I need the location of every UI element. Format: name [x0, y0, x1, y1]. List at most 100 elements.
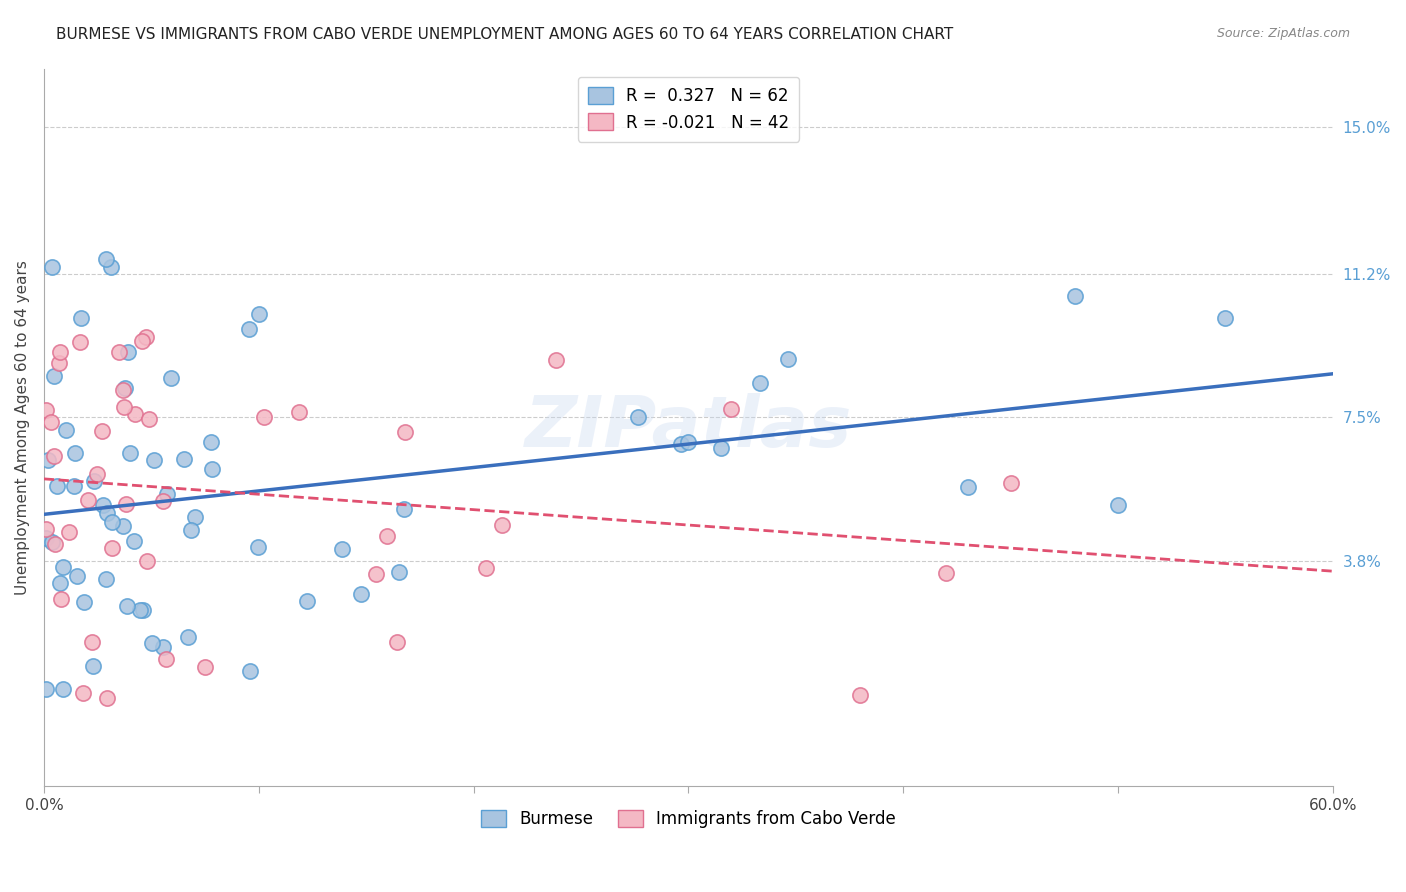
Immigrants from Cabo Verde [49, 591, 72, 606]
Burmese [200, 435, 222, 450]
Immigrants from Cabo Verde [80, 634, 103, 648]
Burmese [177, 630, 200, 644]
Immigrants from Cabo Verde [131, 334, 153, 348]
Burmese [91, 499, 114, 513]
Burmese [96, 506, 118, 520]
Burmese [55, 423, 77, 437]
Immigrants from Cabo Verde [253, 410, 276, 425]
Immigrants from Cabo Verde [48, 344, 70, 359]
Immigrants from Cabo Verde [96, 691, 118, 706]
Immigrants from Cabo Verde [90, 424, 112, 438]
Burmese [678, 435, 700, 450]
Burmese [350, 587, 373, 601]
Burmese [122, 534, 145, 549]
Burmese [129, 603, 152, 617]
Immigrants from Cabo Verde [152, 494, 174, 508]
Text: BURMESE VS IMMIGRANTS FROM CABO VERDE UNEMPLOYMENT AMONG AGES 60 TO 64 YEARS COR: BURMESE VS IMMIGRANTS FROM CABO VERDE UN… [56, 27, 953, 42]
Immigrants from Cabo Verde [394, 425, 416, 439]
Immigrants from Cabo Verde [155, 652, 177, 666]
Burmese [1107, 498, 1129, 512]
Burmese [297, 593, 319, 607]
Burmese [41, 260, 63, 274]
Immigrants from Cabo Verde [44, 449, 66, 463]
Burmese [115, 599, 138, 613]
Burmese [627, 409, 650, 424]
Immigrants from Cabo Verde [475, 560, 498, 574]
Burmese [70, 310, 93, 325]
Immigrants from Cabo Verde [44, 537, 66, 551]
Immigrants from Cabo Verde [77, 492, 100, 507]
Immigrants from Cabo Verde [193, 660, 215, 674]
Burmese [132, 603, 155, 617]
Immigrants from Cabo Verde [375, 529, 398, 543]
Immigrants from Cabo Verde [136, 554, 159, 568]
Burmese [238, 665, 260, 679]
Immigrants from Cabo Verde [1000, 475, 1022, 490]
Text: ZIPatlas: ZIPatlas [524, 392, 852, 462]
Burmese [49, 576, 72, 591]
Burmese [41, 535, 63, 549]
Burmese [82, 658, 104, 673]
Burmese [37, 452, 59, 467]
Burmese [247, 307, 270, 321]
Immigrants from Cabo Verde [48, 356, 70, 370]
Immigrants from Cabo Verde [72, 686, 94, 700]
Burmese [156, 487, 179, 501]
Burmese [117, 345, 139, 359]
Immigrants from Cabo Verde [385, 635, 408, 649]
Burmese [184, 510, 207, 524]
Burmese [152, 640, 174, 654]
Immigrants from Cabo Verde [935, 566, 957, 580]
Immigrants from Cabo Verde [491, 517, 513, 532]
Burmese [141, 635, 163, 649]
Immigrants from Cabo Verde [58, 524, 80, 539]
Immigrants from Cabo Verde [115, 497, 138, 511]
Immigrants from Cabo Verde [112, 400, 135, 414]
Immigrants from Cabo Verde [124, 407, 146, 421]
Burmese [173, 451, 195, 466]
Burmese [63, 446, 86, 460]
Immigrants from Cabo Verde [107, 344, 129, 359]
Burmese [94, 252, 117, 266]
Burmese [748, 376, 770, 391]
Immigrants from Cabo Verde [69, 334, 91, 349]
Burmese [238, 322, 260, 336]
Burmese [62, 479, 84, 493]
Immigrants from Cabo Verde [720, 401, 742, 416]
Immigrants from Cabo Verde [86, 467, 108, 481]
Burmese [330, 542, 353, 557]
Burmese [94, 572, 117, 586]
Immigrants from Cabo Verde [288, 405, 311, 419]
Burmese [669, 437, 692, 451]
Burmese [35, 681, 58, 696]
Burmese [142, 452, 165, 467]
Burmese [394, 502, 416, 516]
Burmese [52, 560, 75, 574]
Burmese [710, 442, 733, 456]
Legend: Burmese, Immigrants from Cabo Verde: Burmese, Immigrants from Cabo Verde [474, 804, 903, 835]
Burmese [388, 565, 411, 579]
Y-axis label: Unemployment Among Ages 60 to 64 years: Unemployment Among Ages 60 to 64 years [15, 260, 30, 595]
Burmese [66, 569, 89, 583]
Burmese [52, 681, 75, 696]
Burmese [111, 518, 134, 533]
Immigrants from Cabo Verde [364, 567, 387, 582]
Immigrants from Cabo Verde [35, 403, 58, 417]
Burmese [35, 532, 58, 546]
Burmese [180, 523, 202, 537]
Immigrants from Cabo Verde [111, 384, 134, 398]
Burmese [956, 480, 979, 494]
Burmese [200, 462, 222, 476]
Burmese [159, 371, 181, 385]
Immigrants from Cabo Verde [135, 330, 157, 344]
Burmese [1064, 289, 1087, 303]
Immigrants from Cabo Verde [138, 412, 160, 426]
Burmese [1215, 311, 1237, 326]
Immigrants from Cabo Verde [544, 353, 567, 368]
Burmese [776, 352, 799, 367]
Burmese [101, 515, 124, 529]
Burmese [114, 381, 136, 395]
Burmese [83, 474, 105, 488]
Burmese [246, 540, 269, 554]
Text: Source: ZipAtlas.com: Source: ZipAtlas.com [1216, 27, 1350, 40]
